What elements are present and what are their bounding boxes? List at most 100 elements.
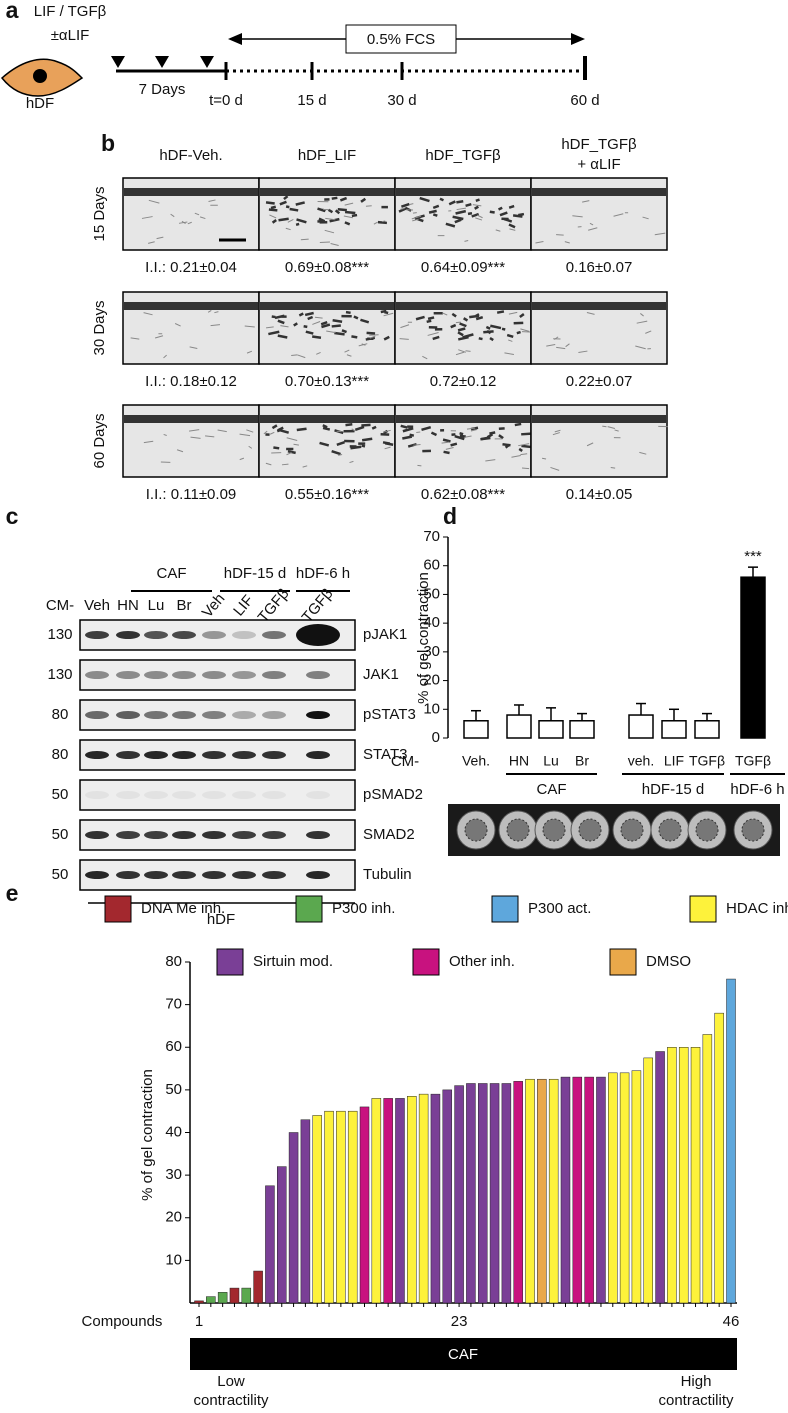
cell-trace xyxy=(489,337,494,342)
cell-trace xyxy=(289,207,299,212)
cell-trace xyxy=(499,211,508,217)
bar xyxy=(336,1110,346,1304)
bar xyxy=(217,1292,228,1304)
tissue-surface xyxy=(260,302,394,310)
invasion-index: I.I.: 0.21±0.04 xyxy=(145,259,237,276)
cell-trace xyxy=(495,229,501,232)
cell-trace xyxy=(556,346,566,350)
cell-trace xyxy=(456,200,464,204)
bar xyxy=(702,1034,713,1304)
bar xyxy=(569,720,595,739)
band xyxy=(306,751,330,759)
cell-trace xyxy=(602,425,607,428)
low-label: contractility xyxy=(193,1392,269,1409)
band xyxy=(262,711,286,719)
cell-trace xyxy=(427,316,435,321)
band xyxy=(172,671,196,679)
cell-trace xyxy=(269,431,275,435)
band xyxy=(232,751,256,759)
cell-trace xyxy=(322,424,328,429)
cell-trace xyxy=(148,241,155,244)
cell-trace xyxy=(556,234,564,236)
band xyxy=(306,831,330,839)
cell-trace xyxy=(475,313,480,318)
cell-trace xyxy=(207,310,212,313)
cell-trace xyxy=(270,205,277,210)
prefix-label: CM- xyxy=(46,597,74,614)
cell-trace xyxy=(504,352,514,355)
cell-trace xyxy=(564,241,570,244)
cell-trace xyxy=(457,331,464,337)
x-tick-label: veh. xyxy=(628,753,654,769)
cell-trace xyxy=(508,223,516,229)
bar xyxy=(194,1300,204,1304)
cell-trace xyxy=(645,330,652,334)
gel xyxy=(741,818,765,842)
cell-trace xyxy=(402,427,414,433)
y-tick-label: 40 xyxy=(423,614,440,631)
band xyxy=(262,871,286,879)
cell-trace xyxy=(452,215,464,221)
invasion-index: 0.22±0.07 xyxy=(566,373,633,390)
cell-trace xyxy=(339,196,348,202)
tissue-surface xyxy=(396,415,530,423)
blot-name: JAK1 xyxy=(363,666,399,683)
cell-trace xyxy=(156,236,164,240)
cell-trace xyxy=(466,427,476,430)
y-tick-label: 30 xyxy=(165,1166,182,1183)
band xyxy=(85,711,109,719)
cell-trace xyxy=(163,433,167,436)
row-label: 15 Days xyxy=(91,186,108,241)
arrowhead xyxy=(155,56,169,68)
cell-trace xyxy=(450,323,457,329)
y-tick-label: 10 xyxy=(165,1251,182,1268)
cell-trace xyxy=(360,318,370,324)
bar xyxy=(454,1085,464,1304)
panel-label: a xyxy=(6,0,19,23)
bar xyxy=(463,720,489,739)
cell-trace xyxy=(344,210,356,215)
bar xyxy=(619,1072,630,1304)
bar xyxy=(631,1070,642,1304)
band xyxy=(232,711,256,719)
cell-trace xyxy=(519,313,525,318)
cell-trace xyxy=(654,232,666,236)
cell-trace xyxy=(483,330,494,334)
cell-trace xyxy=(508,339,513,342)
gel xyxy=(578,818,602,842)
group-label: hDF-15 d xyxy=(642,781,705,798)
bar xyxy=(418,1093,429,1304)
y-tick-label: 70 xyxy=(423,528,440,545)
cell-trace xyxy=(361,444,366,448)
cell-trace xyxy=(268,330,280,336)
invasion-index: 0.72±0.12 xyxy=(430,373,497,390)
cell-trace xyxy=(246,429,254,433)
cell-trace xyxy=(412,218,419,222)
cell-trace xyxy=(426,319,432,324)
cell-trace xyxy=(572,215,583,218)
invasion-index: 0.64±0.09*** xyxy=(421,259,505,276)
tissue-surface xyxy=(124,188,258,196)
cell-trace xyxy=(578,350,588,353)
bar xyxy=(596,1076,606,1304)
x-tick-label: 46 xyxy=(723,1313,740,1330)
cell-trace xyxy=(518,443,530,447)
cell-trace xyxy=(331,449,341,456)
cell-trace xyxy=(265,201,275,205)
cell-trace xyxy=(455,351,465,356)
cell-trace xyxy=(287,218,294,223)
cell-trace xyxy=(208,199,216,203)
cell-trace xyxy=(467,211,473,216)
band xyxy=(232,871,256,879)
tissue-surface xyxy=(396,188,530,196)
cell-trace xyxy=(432,213,438,217)
cell-trace xyxy=(432,204,440,210)
cell-trace xyxy=(296,427,307,432)
cell-trace xyxy=(535,241,544,244)
bar xyxy=(584,1076,594,1304)
bar xyxy=(560,1076,571,1304)
cell-trace xyxy=(400,202,410,208)
bar xyxy=(324,1110,334,1304)
cell-trace xyxy=(268,208,278,212)
